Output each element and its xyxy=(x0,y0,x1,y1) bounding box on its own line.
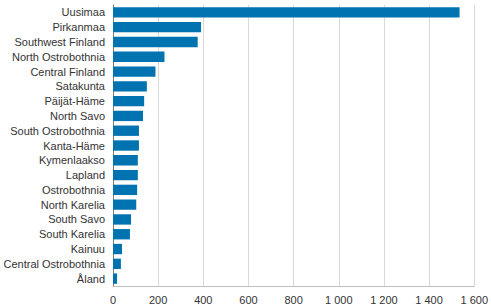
svg-text:South Ostrobothnia: South Ostrobothnia xyxy=(10,125,106,137)
svg-text:Åland: Åland xyxy=(77,273,105,285)
svg-text:North Savo: North Savo xyxy=(50,110,105,122)
svg-text:Kymenlaakso: Kymenlaakso xyxy=(39,154,105,166)
svg-text:Kanta-Häme: Kanta-Häme xyxy=(43,140,105,152)
svg-text:Lapland: Lapland xyxy=(66,169,105,181)
svg-text:1 000: 1 000 xyxy=(325,294,353,306)
svg-text:0: 0 xyxy=(110,294,116,306)
svg-text:Uusimaa: Uusimaa xyxy=(62,6,106,18)
svg-text:Kainuu: Kainuu xyxy=(71,243,105,255)
svg-text:800: 800 xyxy=(284,294,302,306)
svg-text:Southwest Finland: Southwest Finland xyxy=(15,36,106,48)
svg-text:Central Finland: Central Finland xyxy=(30,66,105,78)
svg-text:North Karelia: North Karelia xyxy=(41,199,106,211)
svg-text:1 600: 1 600 xyxy=(460,294,488,306)
svg-text:North Ostrobothnia: North Ostrobothnia xyxy=(12,51,106,63)
svg-text:Satakunta: Satakunta xyxy=(55,80,105,92)
svg-text:South Karelia: South Karelia xyxy=(39,228,106,240)
svg-text:Central Ostrobothnia: Central Ostrobothnia xyxy=(4,258,106,270)
svg-text:1 200: 1 200 xyxy=(370,294,398,306)
svg-text:1 400: 1 400 xyxy=(415,294,443,306)
svg-text:Päijät-Häme: Päijät-Häme xyxy=(44,95,105,107)
svg-text:400: 400 xyxy=(194,294,212,306)
svg-text:South Savo: South Savo xyxy=(48,213,105,225)
svg-text:Pirkanmaa: Pirkanmaa xyxy=(52,21,105,33)
svg-text:600: 600 xyxy=(239,294,257,306)
svg-text:Ostrobothnia: Ostrobothnia xyxy=(42,184,106,196)
svg-text:200: 200 xyxy=(149,294,167,306)
